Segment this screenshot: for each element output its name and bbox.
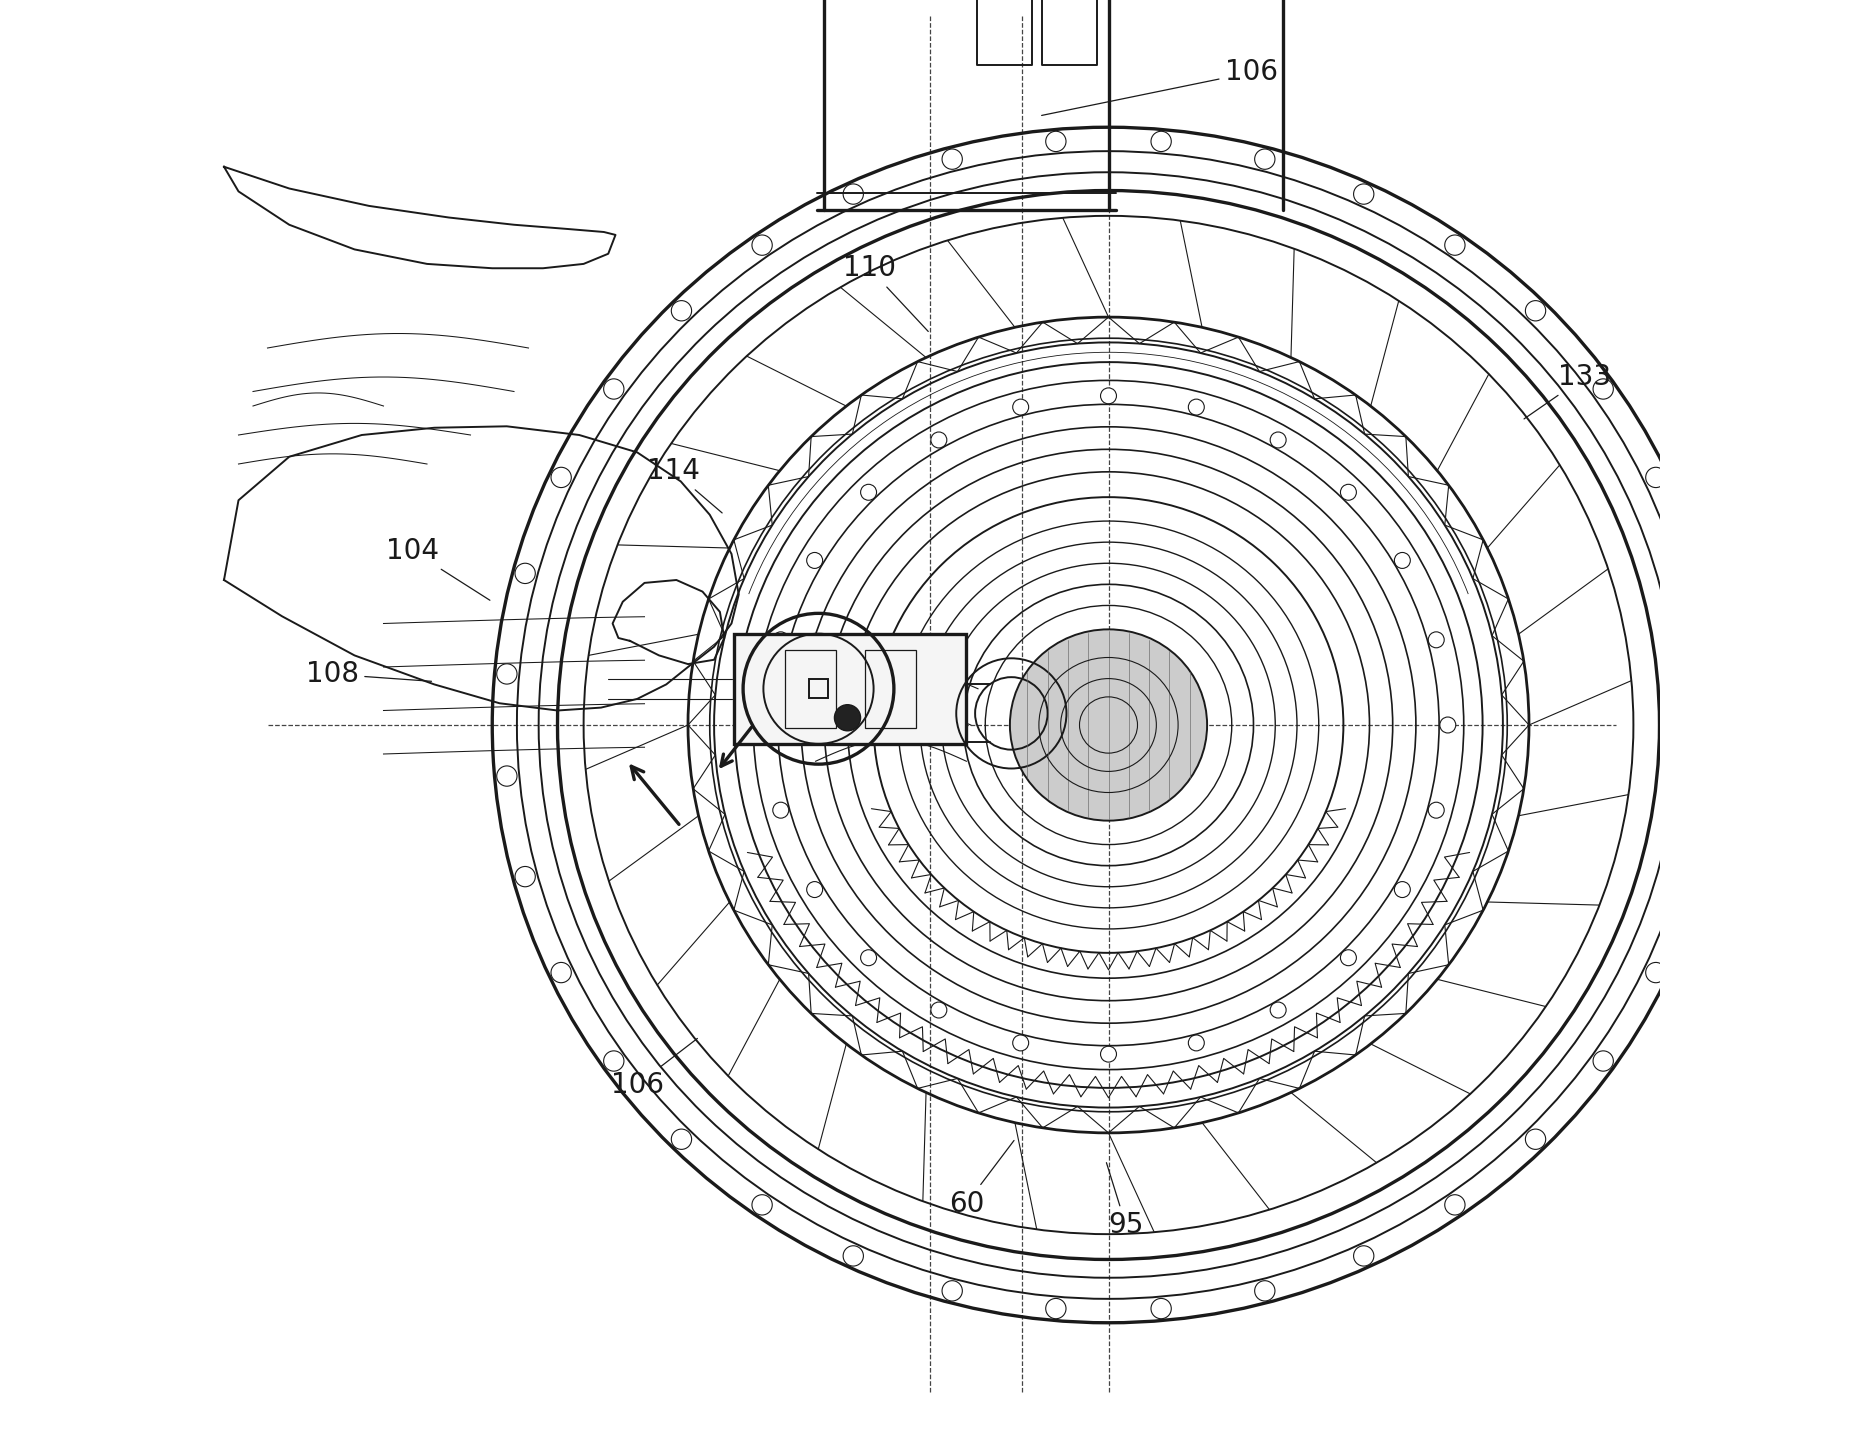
- Circle shape: [1151, 1298, 1172, 1318]
- Circle shape: [931, 1002, 948, 1018]
- Text: 133: 133: [1523, 362, 1611, 419]
- Text: 104: 104: [387, 536, 490, 600]
- Circle shape: [942, 149, 963, 170]
- Text: 106: 106: [611, 1038, 697, 1099]
- Circle shape: [1445, 235, 1465, 255]
- Bar: [865, 650, 916, 728]
- Circle shape: [942, 1280, 963, 1301]
- Circle shape: [772, 802, 789, 818]
- Circle shape: [1394, 882, 1411, 898]
- Circle shape: [751, 1195, 772, 1215]
- Circle shape: [834, 705, 860, 731]
- Circle shape: [843, 184, 863, 204]
- Circle shape: [1189, 1035, 1204, 1051]
- Circle shape: [1271, 1002, 1286, 1018]
- Text: 108: 108: [307, 660, 432, 689]
- Circle shape: [772, 632, 789, 648]
- Circle shape: [1701, 664, 1719, 684]
- Circle shape: [516, 563, 535, 583]
- Circle shape: [1254, 149, 1275, 170]
- Circle shape: [931, 432, 948, 448]
- Circle shape: [1271, 432, 1286, 448]
- Circle shape: [497, 766, 518, 786]
- Circle shape: [1189, 399, 1204, 415]
- Circle shape: [1353, 1246, 1374, 1266]
- Circle shape: [1353, 184, 1374, 204]
- Circle shape: [551, 963, 572, 983]
- Circle shape: [604, 378, 624, 399]
- Circle shape: [671, 1130, 692, 1150]
- Circle shape: [843, 1246, 863, 1266]
- Circle shape: [761, 718, 778, 734]
- Circle shape: [1682, 867, 1703, 887]
- Circle shape: [1439, 718, 1456, 734]
- Circle shape: [1701, 766, 1719, 786]
- Circle shape: [1013, 399, 1028, 415]
- Circle shape: [807, 552, 822, 568]
- Circle shape: [604, 1051, 624, 1072]
- Circle shape: [1101, 1045, 1116, 1061]
- Circle shape: [1047, 1298, 1065, 1318]
- Circle shape: [1047, 132, 1065, 152]
- Circle shape: [671, 300, 692, 320]
- Circle shape: [1525, 300, 1546, 320]
- Circle shape: [1340, 950, 1357, 966]
- Circle shape: [860, 484, 877, 500]
- Circle shape: [1340, 484, 1357, 500]
- Circle shape: [1101, 389, 1116, 405]
- Text: 110: 110: [843, 254, 929, 332]
- Bar: [735, 634, 966, 744]
- Circle shape: [1592, 378, 1613, 399]
- Circle shape: [1682, 563, 1703, 583]
- Ellipse shape: [1009, 629, 1207, 821]
- Circle shape: [1445, 1195, 1465, 1215]
- Circle shape: [860, 950, 877, 966]
- Circle shape: [551, 467, 572, 487]
- Circle shape: [807, 882, 822, 898]
- Circle shape: [1151, 132, 1172, 152]
- Text: 114: 114: [647, 457, 721, 513]
- Bar: [785, 650, 835, 728]
- Circle shape: [1647, 467, 1665, 487]
- Circle shape: [1428, 802, 1445, 818]
- Circle shape: [1428, 632, 1445, 648]
- Circle shape: [1525, 1130, 1546, 1150]
- Bar: [809, 679, 828, 697]
- Circle shape: [1647, 963, 1665, 983]
- Circle shape: [1254, 1280, 1275, 1301]
- Text: 60: 60: [949, 1141, 1015, 1218]
- Circle shape: [1013, 1035, 1028, 1051]
- Text: 95: 95: [1106, 1163, 1144, 1240]
- Text: 106: 106: [1041, 58, 1278, 116]
- Circle shape: [497, 664, 518, 684]
- Circle shape: [1592, 1051, 1613, 1072]
- Circle shape: [516, 867, 535, 887]
- Circle shape: [751, 235, 772, 255]
- Circle shape: [1394, 552, 1411, 568]
